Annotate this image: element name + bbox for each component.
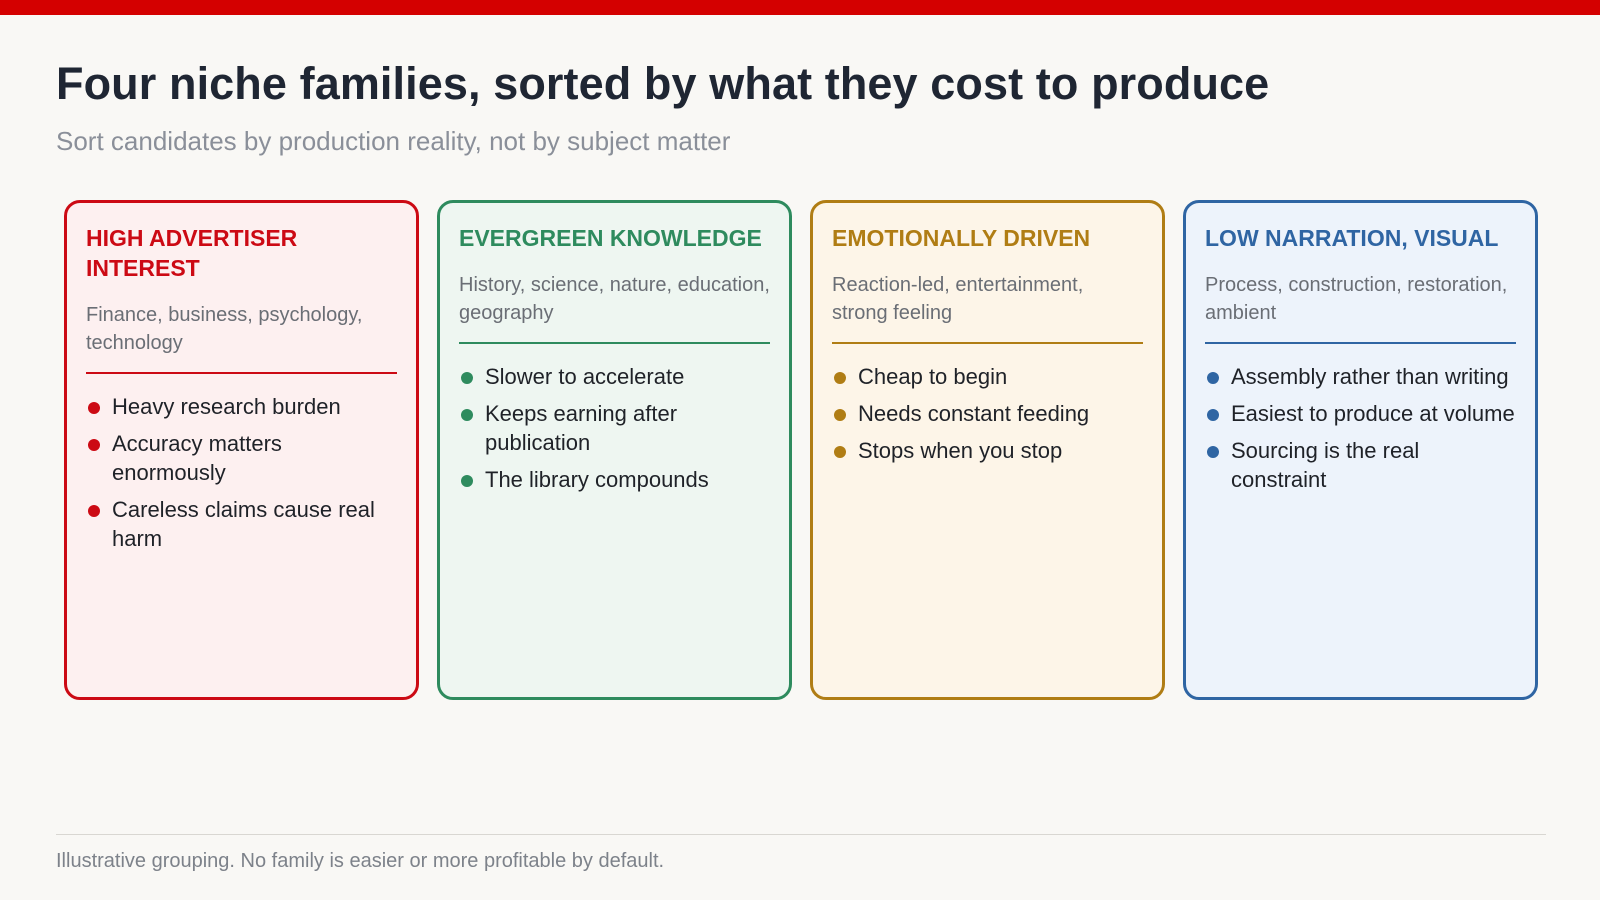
bullet-dot-icon bbox=[461, 475, 473, 487]
card-row: HIGH ADVERTISER INTEREST Finance, busine… bbox=[64, 200, 1538, 700]
bullet-dot-icon bbox=[461, 409, 473, 421]
bullet-text: Sourcing is the real constraint bbox=[1231, 438, 1420, 492]
bullet-text: Careless claims cause real harm bbox=[112, 497, 375, 551]
bullet-text: Assembly rather than writing bbox=[1231, 364, 1509, 389]
list-item: Heavy research burden bbox=[86, 392, 397, 421]
bullet-list: Assembly rather than writing Easiest to … bbox=[1205, 362, 1516, 494]
bullet-list: Heavy research burden Accuracy matters e… bbox=[86, 392, 397, 553]
bullet-text: Cheap to begin bbox=[858, 364, 1008, 389]
card-emotionally-driven: EMOTIONALLY DRIVEN Reaction-led, enterta… bbox=[810, 200, 1165, 700]
card-evergreen-knowledge: EVERGREEN KNOWLEDGE History, science, na… bbox=[437, 200, 792, 700]
bullet-dot-icon bbox=[461, 372, 473, 384]
bullet-text: Stops when you stop bbox=[858, 438, 1063, 463]
card-high-advertiser-interest: HIGH ADVERTISER INTEREST Finance, busine… bbox=[64, 200, 419, 700]
bullet-text: Heavy research burden bbox=[112, 394, 341, 419]
card-title: EVERGREEN KNOWLEDGE bbox=[459, 225, 762, 251]
list-item: Stops when you stop bbox=[832, 436, 1143, 465]
card-title: LOW NARRATION, VISUAL bbox=[1205, 225, 1499, 251]
bullet-text: Slower to accelerate bbox=[485, 364, 685, 389]
card-title: HIGH ADVERTISER INTEREST bbox=[86, 225, 298, 281]
bullet-dot-icon bbox=[834, 372, 846, 384]
bullet-dot-icon bbox=[834, 409, 846, 421]
card-description: Process, construction, restoration, ambi… bbox=[1205, 274, 1508, 324]
bullet-dot-icon bbox=[1207, 446, 1219, 458]
card-low-narration-visual: LOW NARRATION, VISUAL Process, construct… bbox=[1183, 200, 1538, 700]
card-description: Finance, business, psychology, technolog… bbox=[86, 304, 363, 354]
card-description: History, science, nature, education, geo… bbox=[459, 274, 770, 324]
bullet-dot-icon bbox=[88, 505, 100, 517]
bullet-list: Cheap to begin Needs constant feeding St… bbox=[832, 362, 1143, 465]
list-item: Slower to accelerate bbox=[459, 362, 770, 391]
card-divider bbox=[1205, 342, 1516, 344]
card-description: Reaction-led, entertainment, strong feel… bbox=[832, 274, 1084, 324]
top-accent-bar bbox=[0, 0, 1600, 15]
list-item: The library compounds bbox=[459, 465, 770, 494]
bullet-text: Needs constant feeding bbox=[858, 401, 1090, 426]
card-divider bbox=[459, 342, 770, 344]
bullet-list: Slower to accelerate Keeps earning after… bbox=[459, 362, 770, 494]
bullet-dot-icon bbox=[1207, 409, 1219, 421]
bullet-dot-icon bbox=[88, 439, 100, 451]
page-subtitle: Sort candidates by production reality, n… bbox=[56, 126, 731, 156]
list-item: Sourcing is the real constraint bbox=[1205, 436, 1516, 494]
list-item: Keeps earning after publication bbox=[459, 399, 770, 457]
list-item: Careless claims cause real harm bbox=[86, 495, 397, 553]
card-title: EMOTIONALLY DRIVEN bbox=[832, 225, 1091, 251]
list-item: Accuracy matters enormously bbox=[86, 429, 397, 487]
list-item: Cheap to begin bbox=[832, 362, 1143, 391]
page-title: Four niche families, sorted by what they… bbox=[56, 58, 1270, 109]
list-item: Assembly rather than writing bbox=[1205, 362, 1516, 391]
list-item: Easiest to produce at volume bbox=[1205, 399, 1516, 428]
bullet-dot-icon bbox=[88, 402, 100, 414]
card-divider bbox=[86, 372, 397, 374]
card-divider bbox=[832, 342, 1143, 344]
bullet-text: Accuracy matters enormously bbox=[112, 431, 282, 485]
bullet-dot-icon bbox=[834, 446, 846, 458]
footer-divider bbox=[56, 834, 1546, 835]
bullet-dot-icon bbox=[1207, 372, 1219, 384]
bullet-text: Keeps earning after publication bbox=[485, 401, 678, 455]
footnote: Illustrative grouping. No family is easi… bbox=[56, 850, 665, 872]
bullet-text: Easiest to produce at volume bbox=[1231, 401, 1515, 426]
list-item: Needs constant feeding bbox=[832, 399, 1143, 428]
bullet-text: The library compounds bbox=[485, 467, 709, 492]
